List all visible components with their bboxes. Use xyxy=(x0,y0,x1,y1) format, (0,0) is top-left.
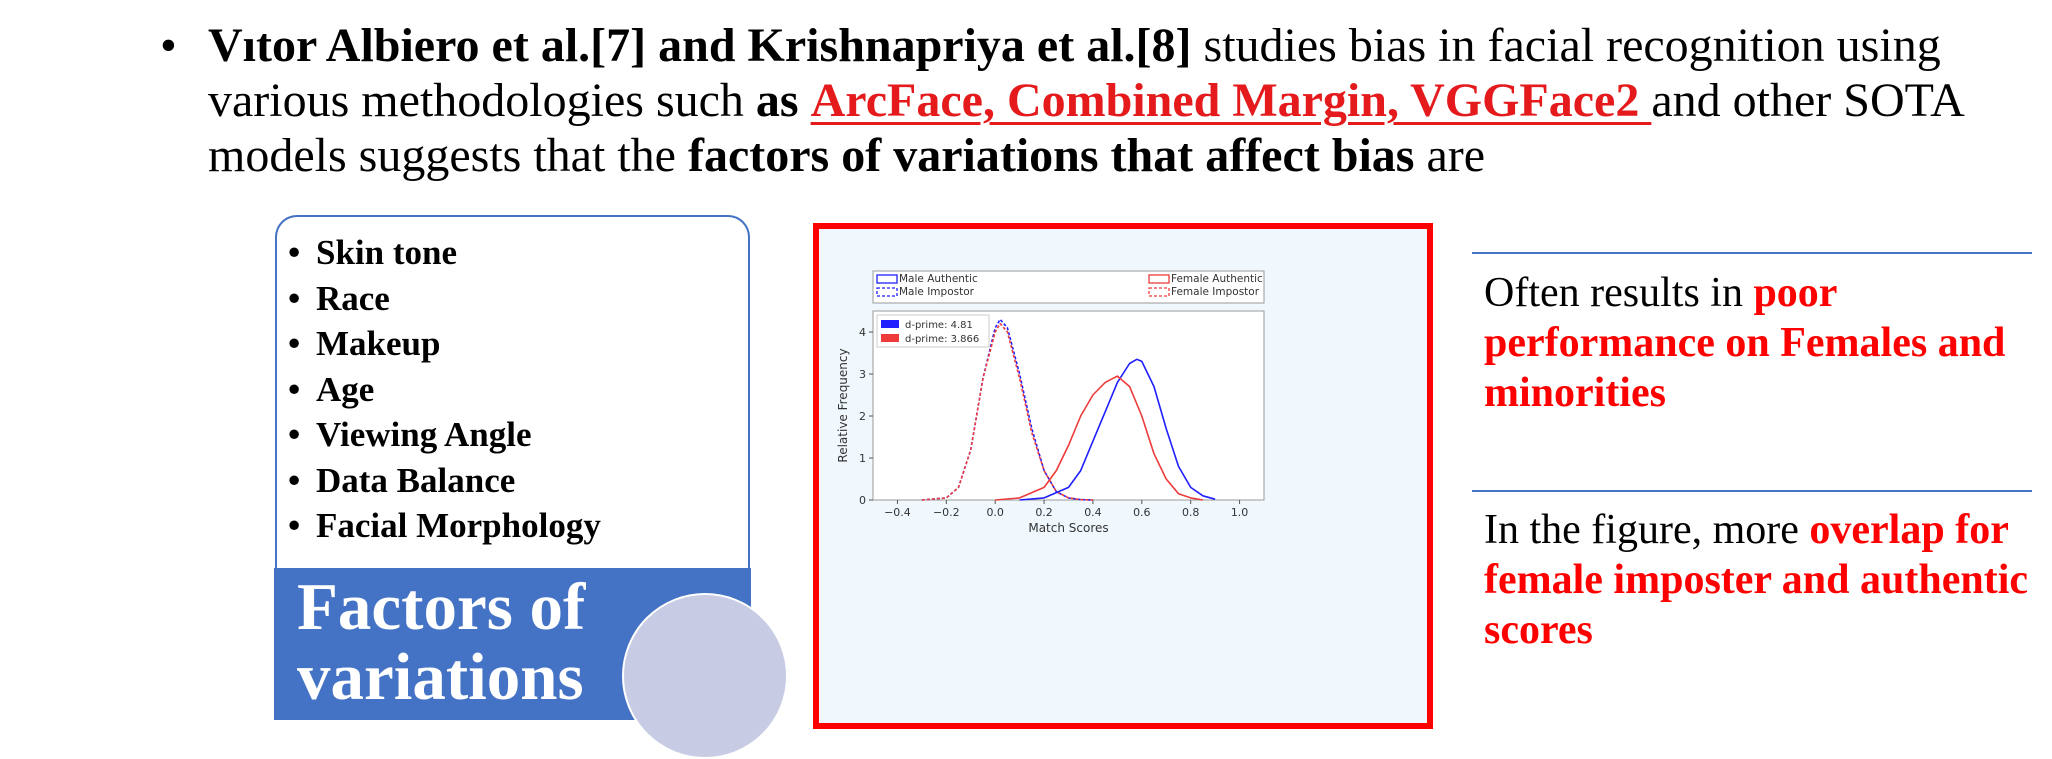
x-tick-label: 0.8 xyxy=(1182,506,1200,519)
x-tick-label: 0.2 xyxy=(1035,506,1053,519)
factor-item: • Age xyxy=(288,367,601,413)
y-axis-label: Relative Frequency xyxy=(836,348,850,462)
legend-dprime-label: d-prime: 3.866 xyxy=(905,334,979,345)
legend-dprime-swatch xyxy=(881,334,899,342)
factor-label: Viewing Angle xyxy=(316,415,532,454)
x-tick-label: 0.6 xyxy=(1133,506,1151,519)
note-overlap-highlight: overlap for female imposter and authenti… xyxy=(1484,507,2029,653)
x-axis-label: Match Scores xyxy=(1028,521,1108,535)
factor-bullet: • xyxy=(288,278,301,318)
series-line xyxy=(995,375,1204,501)
factor-bullet: • xyxy=(288,324,301,363)
y-tick-label: 4 xyxy=(859,326,866,339)
intro-text-1: studies bias in facial recognition using… xyxy=(208,19,1941,127)
intro-methods-link[interactable]: ArcFace, Combined Margin, VGGFace2 xyxy=(810,74,1652,127)
y-tick-label: 0 xyxy=(859,494,866,507)
histogram-figure: Male Authentic Male Impostor Female Authen… xyxy=(813,223,1433,729)
legend-dprime-swatch xyxy=(881,320,899,328)
factor-label: Age xyxy=(316,369,375,409)
x-tick-label: 0.0 xyxy=(986,506,1004,519)
note-divider-middle xyxy=(1472,490,2032,492)
note-performance-highlight: poor performance on Females and minoriti… xyxy=(1484,270,2006,416)
series-line xyxy=(921,318,1093,501)
factors-title-line-2: variations xyxy=(297,640,584,714)
legend-top-box xyxy=(872,270,1265,304)
factor-label: Race xyxy=(316,278,390,318)
intro-bullet: • xyxy=(160,19,177,72)
factor-bullet: • xyxy=(288,460,301,500)
note-overlap: In the figure, more overlap for female i… xyxy=(1484,505,2044,655)
x-tick-label: −0.4 xyxy=(884,506,911,519)
note-performance: Often results in poor performance on Fem… xyxy=(1484,268,2044,418)
intro-text-3: are xyxy=(1414,129,1486,182)
factor-label: Data Balance xyxy=(316,460,516,500)
factor-item: • Skin tone xyxy=(288,230,601,276)
factor-item: • Makeup xyxy=(288,321,601,367)
legend-swatch xyxy=(1148,287,1170,297)
factors-title: Factors of variations xyxy=(297,572,657,712)
intro-paragraph: • Vıtor Albiero et al.[7] and Krishnapri… xyxy=(160,18,2008,183)
legend-label: Female Authentic xyxy=(1171,273,1263,285)
factor-item: • Data Balance xyxy=(288,458,601,504)
factor-label: Makeup xyxy=(316,324,441,363)
factor-bullet: • xyxy=(288,369,301,409)
intro-authors: Vıtor Albiero et al.[7] and Krishnapriya… xyxy=(208,19,1192,72)
factors-box xyxy=(275,215,750,570)
note-performance-plain: Often results in xyxy=(1484,270,1754,316)
y-tick-label: 1 xyxy=(859,452,866,465)
intro-as-word: as xyxy=(755,74,799,127)
factors-list: • Skin tone • Race • Makeup • Age • Viewing A… xyxy=(288,230,601,549)
factor-label: Facial Morphology xyxy=(316,506,601,545)
legend-dprime-label: d-prime: 4.81 xyxy=(905,320,973,331)
factor-item: • Race xyxy=(288,276,601,322)
legend-label: Male Authentic xyxy=(899,273,978,285)
legend-swatch xyxy=(876,287,898,297)
factor-item: • Facial Morphology xyxy=(288,503,601,549)
factor-item: • Viewing Angle xyxy=(288,412,601,458)
factor-label: Skin tone xyxy=(316,233,458,272)
legend-swatch xyxy=(876,274,898,284)
x-tick-label: −0.2 xyxy=(933,506,960,519)
legend-label: Male Impostor xyxy=(899,286,975,298)
factor-bullet: • xyxy=(288,415,301,454)
note-divider-top xyxy=(1472,252,2032,254)
legend-swatch xyxy=(1148,274,1170,284)
y-tick-label: 3 xyxy=(859,368,866,381)
x-tick-label: 0.4 xyxy=(1084,506,1102,519)
series-line xyxy=(921,322,1093,501)
series-line xyxy=(1019,358,1216,501)
factors-title-line-1: Factors of xyxy=(297,570,586,644)
intro-text-2: and other SOTA models suggests that the xyxy=(208,74,1963,182)
intro-space xyxy=(799,74,811,127)
factor-bullet: • xyxy=(288,506,301,545)
factor-bullet: • xyxy=(288,233,301,272)
note-overlap-plain: In the figure, more xyxy=(1484,507,1810,553)
x-tick-label: 1.0 xyxy=(1231,506,1249,519)
intro-factors-phrase: factors of variations that affect bias xyxy=(687,129,1415,182)
legend-label: Female Impostor xyxy=(1171,286,1260,298)
y-tick-label: 2 xyxy=(859,410,866,423)
